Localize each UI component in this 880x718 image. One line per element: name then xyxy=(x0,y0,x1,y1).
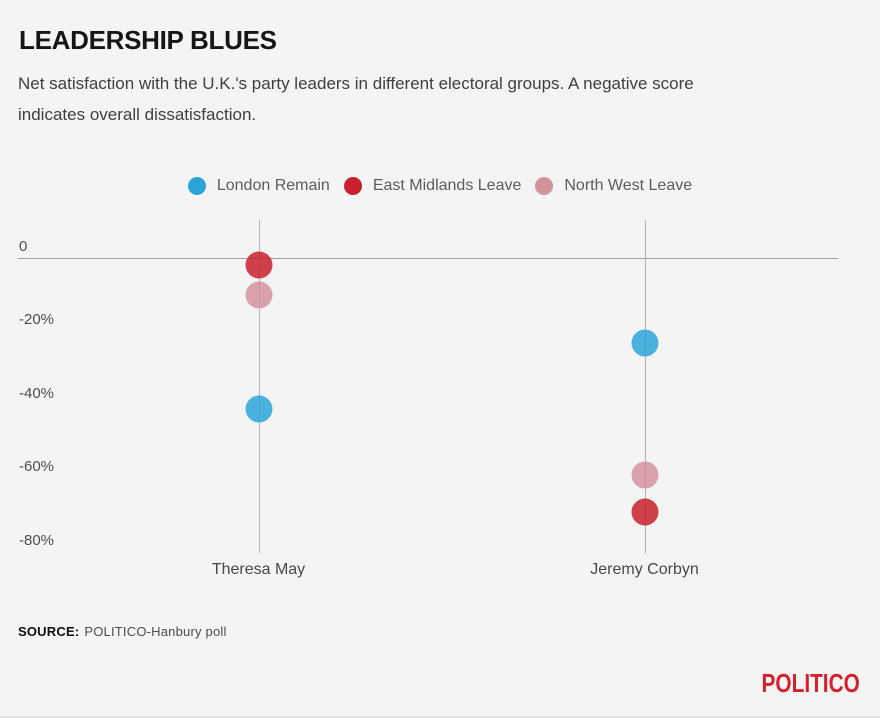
legend-label: East Midlands Leave xyxy=(372,177,522,194)
data-point xyxy=(245,281,272,309)
legend-item-london-remain: London Remain xyxy=(187,177,330,195)
legend-dot-icon xyxy=(343,177,362,195)
data-point xyxy=(631,498,658,526)
data-point xyxy=(245,395,272,423)
legend-item-north-west-leave: North West Leave xyxy=(535,177,692,195)
category-gridline xyxy=(644,220,646,553)
chart-title: LEADERSHIP BLUES xyxy=(19,25,277,55)
legend-dot-icon xyxy=(187,177,206,195)
chart-subtitle: Net satisfaction with the U.K.'s party l… xyxy=(18,68,694,130)
category-label: Jeremy Corbyn xyxy=(590,561,699,578)
legend-dot-icon xyxy=(535,177,554,195)
data-point xyxy=(631,461,658,489)
category-gridline xyxy=(258,220,260,553)
chart-subtitle-line-2: indicates overall dissatisfaction. xyxy=(18,105,257,124)
category-label: Theresa May xyxy=(211,561,306,578)
chart-subtitle-line-1: Net satisfaction with the U.K.'s party l… xyxy=(18,74,694,93)
legend-item-east-midlands-leave: East Midlands Leave xyxy=(343,177,522,195)
legend-label: North West Leave xyxy=(564,177,693,194)
legend-label: London Remain xyxy=(216,177,330,194)
data-point xyxy=(631,329,658,357)
politico-logo: POLITICO xyxy=(761,668,860,698)
source-line: SOURCE: POLITICO-Hanbury poll xyxy=(18,624,227,639)
chart-plot: 0 -20% -40% -60% -80% Theresa May Jeremy Corby… xyxy=(18,220,838,578)
y-tick-label: -80% xyxy=(19,531,55,549)
source-label: SOURCE: xyxy=(18,624,80,639)
data-point xyxy=(245,251,272,279)
y-tick-label: -60% xyxy=(19,458,55,475)
y-tick-label: -20% xyxy=(19,311,55,328)
y-tick-label: -40% xyxy=(19,384,55,402)
legend: London Remain East Midlands Leave North … xyxy=(0,176,880,196)
y-tick-label: 0 xyxy=(19,237,28,255)
source-text: POLITICO-Hanbury poll xyxy=(84,624,227,639)
zero-gridline xyxy=(18,258,838,259)
